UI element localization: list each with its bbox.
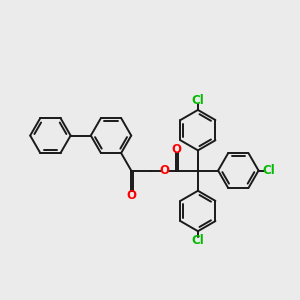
Text: O: O <box>160 164 170 177</box>
Text: O: O <box>171 142 181 156</box>
Text: Cl: Cl <box>191 94 204 107</box>
Text: O: O <box>126 189 136 202</box>
Text: Cl: Cl <box>191 234 204 247</box>
Text: Cl: Cl <box>262 164 275 177</box>
